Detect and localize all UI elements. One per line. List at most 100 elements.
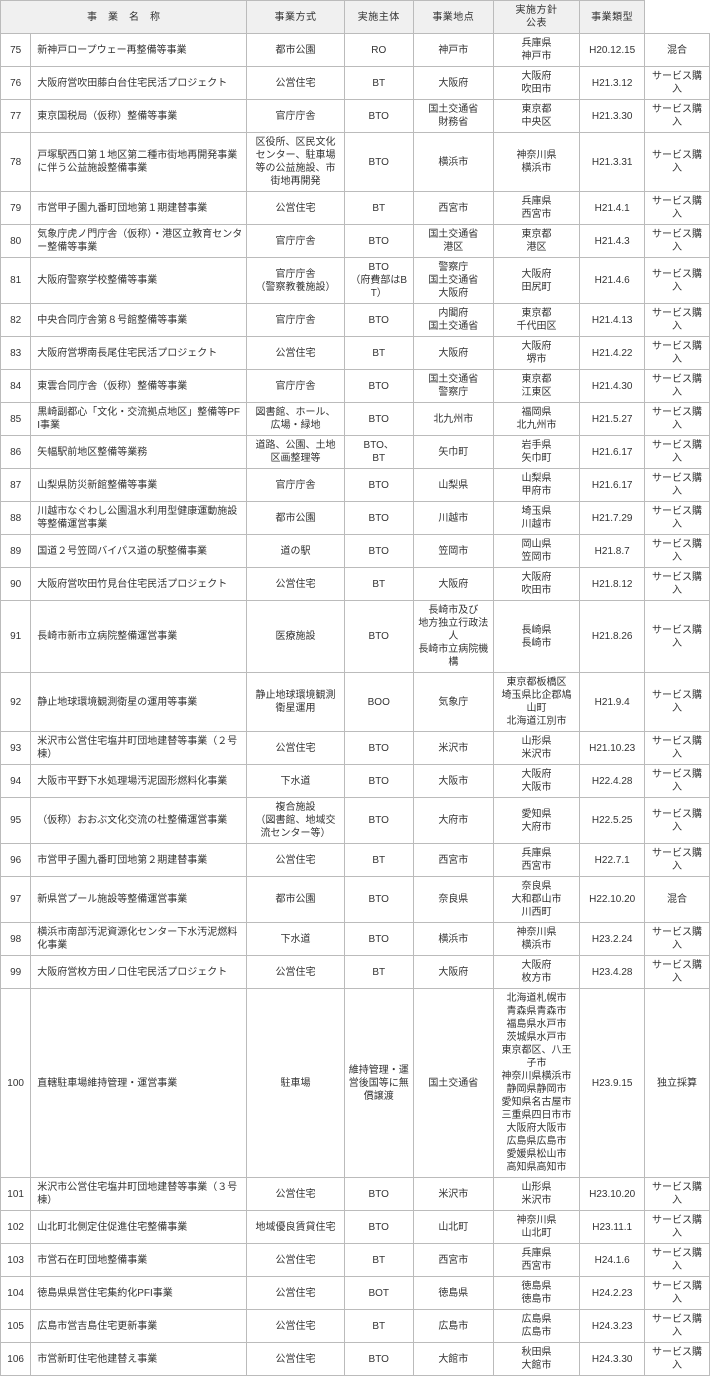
cell: 矢巾町 bbox=[413, 436, 493, 469]
cell: H21.3.31 bbox=[580, 133, 645, 192]
cell: 東京都板橋区埼玉県比企郡鳩山町北海道江別市 bbox=[493, 673, 579, 732]
table-row: 105広島市営吉島住宅更新事業公営住宅BT広島市広島県広島市H24.3.23サー… bbox=[1, 1310, 710, 1343]
cell: H23.2.24 bbox=[580, 923, 645, 956]
cell: サービス購入 bbox=[645, 133, 710, 192]
cell: サービス購入 bbox=[645, 1277, 710, 1310]
cell: 東京都江東区 bbox=[493, 370, 579, 403]
table-row: 100直轄駐車場維持管理・運営事業駐車場維持管理・運営後国等に無償譲渡国土交通省… bbox=[1, 989, 710, 1178]
cell: 複合施設（図書館、地域交流センター等） bbox=[247, 798, 344, 844]
cell-no: 104 bbox=[1, 1277, 31, 1310]
cell-name: 山梨県防災新館整備等事業 bbox=[31, 469, 247, 502]
cell: 内閣府国土交通省 bbox=[413, 304, 493, 337]
cell-name: 中央合同庁舎第８号館整備等事業 bbox=[31, 304, 247, 337]
cell: 公営住宅 bbox=[247, 192, 344, 225]
cell: 都市公園 bbox=[247, 502, 344, 535]
cell: H23.9.15 bbox=[580, 989, 645, 1178]
cell-no: 95 bbox=[1, 798, 31, 844]
cell: 山梨県 bbox=[413, 469, 493, 502]
table-row: 85黒崎副都心「文化・交流拠点地区」整備等PFI事業図書館、ホール、広場・緑地B… bbox=[1, 403, 710, 436]
cell: 岡山県笠岡市 bbox=[493, 535, 579, 568]
cell: H24.3.23 bbox=[580, 1310, 645, 1343]
cell: H21.3.30 bbox=[580, 100, 645, 133]
cell: 国土交通省港区 bbox=[413, 225, 493, 258]
cell: BT bbox=[344, 337, 413, 370]
cell-no: 105 bbox=[1, 1310, 31, 1343]
cell: 官庁庁舎 bbox=[247, 370, 344, 403]
cell: 川越市 bbox=[413, 502, 493, 535]
cell: 西宮市 bbox=[413, 192, 493, 225]
cell: H21.4.3 bbox=[580, 225, 645, 258]
cell: サービス購入 bbox=[645, 1211, 710, 1244]
cell: H21.8.26 bbox=[580, 601, 645, 673]
cell: サービス購入 bbox=[645, 1343, 710, 1376]
cell: 山形県米沢市 bbox=[493, 1178, 579, 1211]
cell: 神奈川県横浜市 bbox=[493, 133, 579, 192]
cell-no: 106 bbox=[1, 1343, 31, 1376]
cell-name: 大阪府営吹田藤白台住宅民活プロジェクト bbox=[31, 67, 247, 100]
cell: H21.7.29 bbox=[580, 502, 645, 535]
cell: サービス購入 bbox=[645, 732, 710, 765]
cell-no: 102 bbox=[1, 1211, 31, 1244]
table-row: 106市営新町住宅他建替え事業公営住宅BTO大館市秋田県大館市H24.3.30サ… bbox=[1, 1343, 710, 1376]
cell: H21.4.13 bbox=[580, 304, 645, 337]
cell: 公営住宅 bbox=[247, 1310, 344, 1343]
cell-name: 東京国税局（仮称）整備等事業 bbox=[31, 100, 247, 133]
cell: 医療施設 bbox=[247, 601, 344, 673]
cell-no: 82 bbox=[1, 304, 31, 337]
cell-name: 直轄駐車場維持管理・運営事業 bbox=[31, 989, 247, 1178]
cell: H22.4.28 bbox=[580, 765, 645, 798]
cell-no: 101 bbox=[1, 1178, 31, 1211]
cell: 官庁庁舎（警察教養施設） bbox=[247, 258, 344, 304]
cell: 北海道札幌市青森県青森市福島県水戸市茨城県水戸市東京都区、八王子市神奈川県横浜市… bbox=[493, 989, 579, 1178]
cell-name: 黒崎副都心「文化・交流拠点地区」整備等PFI事業 bbox=[31, 403, 247, 436]
cell-no: 89 bbox=[1, 535, 31, 568]
cell-no: 103 bbox=[1, 1244, 31, 1277]
cell: 北九州市 bbox=[413, 403, 493, 436]
cell: 大阪府大阪市 bbox=[493, 765, 579, 798]
cell: サービス購入 bbox=[645, 469, 710, 502]
cell-name: 気象庁虎ノ門庁舎（仮称）・港区立教育センター整備等事業 bbox=[31, 225, 247, 258]
cell-no: 93 bbox=[1, 732, 31, 765]
cell-no: 86 bbox=[1, 436, 31, 469]
cell-no: 99 bbox=[1, 956, 31, 989]
cell: 国土交通省 bbox=[413, 989, 493, 1178]
cell: 公営住宅 bbox=[247, 1244, 344, 1277]
cell: 下水道 bbox=[247, 923, 344, 956]
cell: 大阪府吹田市 bbox=[493, 67, 579, 100]
cell: H21.4.22 bbox=[580, 337, 645, 370]
table-row: 86矢幅駅前地区整備等業務道路、公園、土地区画整理等BTO、BT矢巾町岩手県矢巾… bbox=[1, 436, 710, 469]
cell: サービス購入 bbox=[645, 304, 710, 337]
cell-no: 84 bbox=[1, 370, 31, 403]
cell: H24.1.6 bbox=[580, 1244, 645, 1277]
cell: 図書館、ホール、広場・緑地 bbox=[247, 403, 344, 436]
table-row: 79市営甲子園九番町団地第１期建替事業公営住宅BT西宮市兵庫県西宮市H21.4.… bbox=[1, 192, 710, 225]
cell-no: 90 bbox=[1, 568, 31, 601]
cell: 大阪府田尻町 bbox=[493, 258, 579, 304]
cell-name: 徳島県県営住宅集約化PFI事業 bbox=[31, 1277, 247, 1310]
cell: BTO bbox=[344, 765, 413, 798]
cell-name: 大阪市平野下水処理場汚泥固形燃料化事業 bbox=[31, 765, 247, 798]
cell-no: 96 bbox=[1, 844, 31, 877]
col-header-name: 事 業 名 称 bbox=[1, 1, 247, 34]
cell: 混合 bbox=[645, 877, 710, 923]
cell: 長崎県長崎市 bbox=[493, 601, 579, 673]
cell: 兵庫県西宮市 bbox=[493, 844, 579, 877]
cell: サービス購入 bbox=[645, 225, 710, 258]
cell: BT bbox=[344, 192, 413, 225]
table-row: 78戸塚駅西口第１地区第二種市街地再開発事業に伴う公益施設整備事業区役所、区民文… bbox=[1, 133, 710, 192]
cell: 神奈川県横浜市 bbox=[493, 923, 579, 956]
cell: 道の駅 bbox=[247, 535, 344, 568]
cell: 官庁庁舎 bbox=[247, 225, 344, 258]
cell: 公営住宅 bbox=[247, 844, 344, 877]
cell-name: 米沢市公営住宅塩井町団地建替等事業（３号棟） bbox=[31, 1178, 247, 1211]
cell: 国土交通省警察庁 bbox=[413, 370, 493, 403]
cell: BOT bbox=[344, 1277, 413, 1310]
cell: H21.9.4 bbox=[580, 673, 645, 732]
cell-no: 77 bbox=[1, 100, 31, 133]
cell-name: 川越市なぐわし公園温水利用型健康運動施設等整備運営事業 bbox=[31, 502, 247, 535]
cell: H21.8.7 bbox=[580, 535, 645, 568]
col-header: 事業地点 bbox=[413, 1, 493, 34]
cell: サービス購入 bbox=[645, 436, 710, 469]
cell: 公営住宅 bbox=[247, 732, 344, 765]
cell: BTO bbox=[344, 923, 413, 956]
